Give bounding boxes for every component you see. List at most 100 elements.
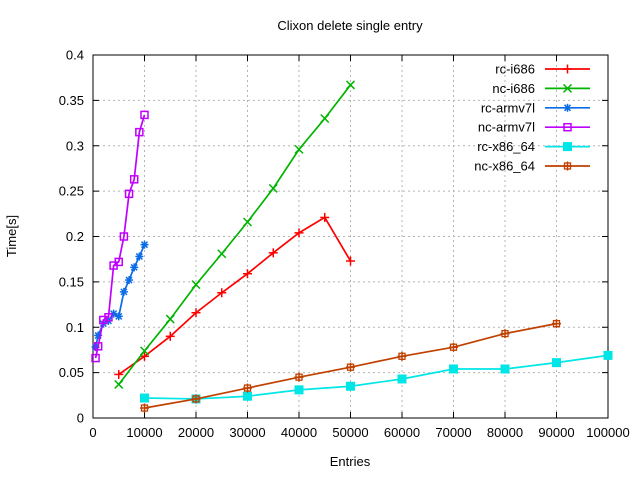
marker-plus [243, 269, 252, 279]
marker-cross [345, 80, 356, 90]
legend-label: nc-x86_64 [474, 159, 535, 174]
marker-square [119, 232, 129, 241]
marker-square [140, 110, 149, 120]
legend-label: rc-armv7l [481, 100, 535, 115]
y-tick-label: 0.1 [66, 320, 84, 335]
marker-square-filled [603, 350, 613, 360]
legend-label: nc-i686 [492, 81, 535, 96]
marker-square-filled [294, 385, 304, 395]
marker-plus [268, 248, 278, 258]
marker-stroke [120, 288, 128, 296]
marker-cross [191, 280, 201, 290]
marker-square-plus [140, 403, 149, 413]
y-tick-label: 0.3 [66, 138, 84, 153]
marker-square [140, 393, 149, 403]
marker-square-plus [243, 383, 252, 393]
x-axis-label: Entries [330, 454, 371, 469]
legend-item-nc-armv7l: nc-armv7l [478, 120, 590, 135]
marker-plus [346, 256, 355, 266]
marker-plus [217, 288, 227, 298]
x-tick-label: 100000 [586, 425, 629, 440]
marker-square [104, 313, 113, 322]
marker-asterisk [119, 287, 128, 296]
marker-stroke [115, 312, 123, 320]
marker-square-filled [140, 393, 149, 403]
marker-cross [268, 183, 278, 193]
marker-square [603, 350, 613, 360]
marker-cross [165, 314, 175, 324]
marker-square-filled [346, 381, 355, 391]
marker-square [99, 315, 108, 325]
x-tick-label: 0 [89, 425, 96, 440]
marker-square-open [124, 189, 134, 199]
marker-stroke [320, 113, 330, 124]
marker-square-open [563, 122, 572, 132]
ticks: 0 10000 20000 30000 40000 50000 60000 70000 8000… [59, 48, 630, 441]
marker-stroke [114, 379, 124, 389]
marker-square-plus [552, 319, 561, 329]
y-tick-label: 0 [77, 411, 84, 426]
legend-item-nc-i686: nc-i686 [492, 81, 590, 96]
marker-cross [242, 217, 253, 227]
marker-cross [114, 379, 124, 389]
marker-stroke [268, 183, 278, 193]
series-rc-i686 [114, 212, 355, 379]
marker-stroke [562, 83, 573, 93]
marker-square [129, 175, 139, 184]
marker-square [500, 364, 510, 374]
legend-label: rc-i686 [495, 62, 535, 77]
marker-stroke [135, 252, 143, 260]
marker-stroke [217, 249, 227, 259]
marker-square [124, 189, 134, 199]
marker-stroke [139, 346, 150, 356]
marker-stroke [191, 280, 201, 290]
y-tick-label: 0.25 [59, 184, 84, 199]
marker-square-open [114, 257, 123, 267]
marker-plus [140, 351, 149, 361]
marker-plus [191, 308, 201, 318]
marker-square [114, 257, 123, 267]
x-tick-label: 20000 [178, 425, 214, 440]
marker-plus [165, 331, 175, 341]
marker-stroke [165, 314, 175, 324]
y-tick-label: 0.35 [59, 93, 84, 108]
marker-stroke [345, 80, 356, 90]
marker-cross [294, 144, 304, 154]
marker-asterisk [114, 312, 123, 321]
marker-square-filled [563, 142, 572, 152]
x-tick-label: 80000 [487, 425, 523, 440]
legend: rc-i686 nc-i686 rc-armv7l nc-armv7l rc-x86_6… [474, 62, 590, 174]
series-line-rc-armv7l [94, 244, 146, 348]
y-tick-label: 0.2 [66, 229, 84, 244]
series-nc-x86_64 [140, 319, 561, 413]
marker-square [563, 142, 572, 152]
marker-stroke [563, 104, 572, 112]
marker-square-open [91, 353, 100, 363]
marker-square-filled [243, 391, 252, 401]
marker-square-plus [500, 329, 510, 339]
marker-cross [139, 346, 150, 356]
marker-cross [320, 113, 330, 124]
marker-asterisk [125, 276, 134, 285]
series-nc-i686 [114, 80, 356, 389]
marker-square [449, 364, 458, 374]
marker-stroke [294, 144, 304, 154]
marker-stroke [140, 241, 149, 249]
marker-asterisk [130, 263, 139, 272]
x-tick-label: 90000 [538, 425, 574, 440]
marker-square-plus [294, 372, 304, 382]
marker-stroke [130, 263, 138, 271]
marker-cross [217, 249, 227, 259]
series-rc-x86_64 [140, 350, 613, 404]
marker-asterisk [563, 103, 572, 112]
y-tick-label: 0.15 [59, 274, 84, 289]
marker-square-plus [563, 161, 572, 171]
marker-square-open [135, 127, 144, 137]
marker-square [346, 381, 355, 391]
marker-square [91, 353, 100, 363]
marker-square [135, 127, 144, 137]
marker-square [563, 122, 572, 132]
marker-square-filled [500, 364, 510, 374]
